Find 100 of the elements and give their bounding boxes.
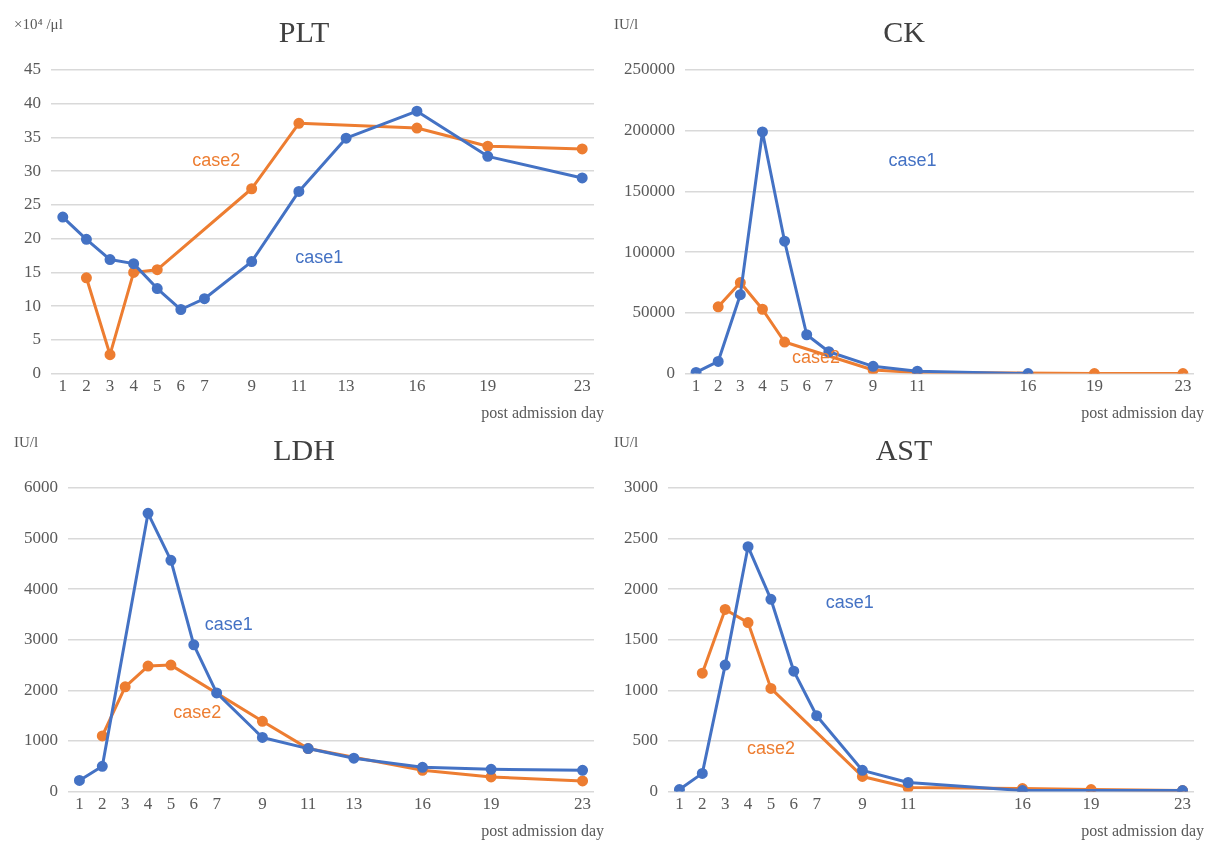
chart-title: PLT [278, 14, 330, 48]
x-tick-label: 4 [743, 794, 753, 814]
x-tick-label: 9 [868, 376, 878, 396]
x-tick-label: 2 [698, 794, 707, 814]
chart-title: CK [883, 14, 926, 48]
x-tick-label: 4 [758, 376, 768, 396]
y-tick-label: 4000 [24, 578, 58, 598]
x-tick-label: 6 [802, 376, 811, 396]
x-tick-label: 11 [909, 376, 926, 396]
y-tick-label: 150000 [624, 180, 675, 200]
x-tick-label: 5 [766, 794, 776, 814]
series-label: case2 [746, 738, 795, 759]
y-tick-label: 1000 [24, 730, 58, 750]
x-tick-label: 9 [258, 794, 267, 814]
x-tick-label: 6 [789, 794, 799, 814]
x-tick-label: 13 [337, 376, 355, 396]
x-tick-label: 2 [713, 376, 723, 396]
x-tick-label: 4 [143, 794, 153, 814]
x-tick-label: 2 [98, 794, 107, 814]
x-axis-title: post admission day [1081, 822, 1204, 841]
y-tick-label: 5000 [24, 528, 58, 548]
x-tick-label: 11 [290, 376, 308, 396]
x-tick-label: 2 [82, 376, 91, 396]
x-tick-label: 19 [1085, 376, 1103, 396]
y-tick-label: 15 [24, 261, 41, 281]
x-tick-label: 19 [482, 794, 500, 814]
x-tick-label: 3 [120, 794, 130, 814]
y-tick-label: 20 [24, 228, 41, 248]
x-tick-label: 16 [408, 376, 426, 396]
y-tick-label: 1500 [624, 629, 658, 649]
series-label: case2 [192, 150, 241, 171]
y-tick-label: 6000 [24, 477, 58, 497]
y-tick-label: 50000 [632, 302, 675, 322]
x-tick-label: 23 [1174, 794, 1192, 814]
x-tick-label: 23 [574, 794, 592, 814]
series-label: case2 [173, 701, 222, 722]
chart-title: AST [875, 432, 933, 466]
y-tick-label: 1000 [624, 679, 658, 699]
x-tick-label: 7 [200, 376, 210, 396]
y-tick-label: 35 [24, 126, 41, 146]
x-axis-title: post admission day [481, 822, 604, 841]
x-tick-label: 23 [573, 376, 591, 396]
x-axis-title: post admission day [1081, 404, 1204, 423]
series-label: case2 [791, 347, 840, 368]
y-tick-label: 100000 [624, 241, 675, 261]
x-tick-label: 16 [1019, 376, 1037, 396]
y-tick-label: 0 [49, 781, 58, 801]
x-tick-label: 3 [105, 376, 115, 396]
x-tick-label: 1 [691, 376, 701, 396]
x-tick-label: 4 [129, 376, 139, 396]
y-tick-label: 3000 [624, 477, 658, 497]
x-tick-label: 3 [720, 794, 730, 814]
series-label: case1 [204, 613, 253, 634]
y-tick-label: 500 [632, 730, 658, 750]
x-tick-label: 6 [189, 794, 199, 814]
y-tick-label: 200000 [624, 120, 675, 140]
x-tick-label: 1 [675, 794, 684, 814]
x-tick-label: 13 [345, 794, 363, 814]
y-tick-label: 40 [24, 93, 41, 113]
y-axis-title: IU/l [614, 434, 639, 451]
y-tick-label: 5 [32, 329, 41, 349]
y-tick-label: 0 [32, 363, 41, 383]
y-tick-label: 10 [24, 295, 41, 315]
y-axis-title: ×10⁴ /μl [14, 16, 63, 33]
x-tick-label: 19 [1082, 794, 1100, 814]
x-tick-label: 5 [780, 376, 789, 396]
series-label: case1 [295, 247, 344, 268]
y-axis-title: IU/l [14, 434, 39, 451]
x-tick-label: 23 [1174, 376, 1192, 396]
x-tick-label: 7 [824, 376, 834, 396]
x-tick-label: 1 [58, 376, 68, 396]
x-tick-label: 16 [413, 794, 431, 814]
x-tick-label: 7 [812, 794, 822, 814]
y-tick-label: 0 [666, 363, 675, 383]
text: case1 [888, 150, 937, 171]
y-tick-label: 25 [24, 194, 41, 214]
y-tick-label: 30 [24, 160, 41, 180]
chart-title: LDH [273, 432, 335, 466]
x-tick-label: 9 [858, 794, 867, 814]
y-axis-title: IU/l [614, 16, 639, 33]
y-tick-label: 3000 [24, 629, 58, 649]
y-tick-label: 250000 [624, 59, 675, 79]
y-tick-label: 2500 [624, 528, 658, 548]
x-tick-label: 5 [152, 376, 162, 396]
x-tick-label: 16 [1013, 794, 1031, 814]
x-tick-label: 11 [299, 794, 317, 814]
x-tick-label: 19 [479, 376, 497, 396]
x-tick-label: 11 [899, 794, 917, 814]
text: case1 [825, 592, 874, 613]
x-tick-label: 3 [736, 376, 745, 396]
x-tick-label: 1 [75, 794, 84, 814]
y-tick-label: 0 [649, 781, 658, 801]
y-tick-label: 2000 [624, 578, 658, 598]
y-tick-label: 2000 [24, 679, 58, 699]
x-tick-label: 5 [166, 794, 176, 814]
x-axis-title: post admission day [481, 404, 604, 423]
x-tick-label: 6 [176, 376, 186, 396]
x-tick-label: 7 [212, 794, 222, 814]
y-tick-label: 45 [24, 59, 41, 79]
x-tick-label: 9 [247, 376, 256, 396]
